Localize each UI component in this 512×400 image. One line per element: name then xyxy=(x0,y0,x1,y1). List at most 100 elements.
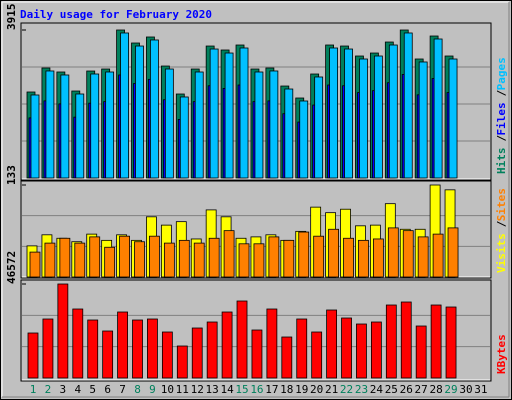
bar xyxy=(328,228,340,278)
bar xyxy=(27,332,39,379)
bar xyxy=(388,44,398,179)
bar xyxy=(341,317,352,379)
legend-entry: Sites xyxy=(495,188,508,221)
x-tick-label: 3 xyxy=(60,383,67,396)
bar xyxy=(147,318,158,379)
x-tick-label: 28 xyxy=(429,383,442,396)
bar xyxy=(403,32,413,179)
legend-entry: Visits xyxy=(495,233,508,273)
x-tick-label: 11 xyxy=(176,383,189,396)
bar xyxy=(209,48,219,179)
bar xyxy=(281,336,293,379)
bar xyxy=(72,308,84,379)
x-tick-label: 12 xyxy=(191,383,204,396)
bar xyxy=(372,238,384,278)
bar xyxy=(356,323,367,379)
bar xyxy=(402,230,414,278)
x-tick-label: 29 xyxy=(444,383,457,396)
bar xyxy=(387,227,399,278)
bar xyxy=(266,308,278,379)
bar xyxy=(359,58,368,179)
bar xyxy=(87,319,99,379)
bar xyxy=(59,237,71,278)
x-tick-label: 20 xyxy=(310,383,323,396)
bar xyxy=(313,235,325,278)
x-tick-label: 26 xyxy=(400,383,413,396)
bar xyxy=(296,318,308,379)
bar xyxy=(400,301,412,379)
bar xyxy=(105,71,115,179)
bar xyxy=(221,311,233,379)
x-tick-label: 4 xyxy=(74,383,81,396)
x-tick-label: 19 xyxy=(295,383,308,396)
bar xyxy=(236,300,248,379)
bar xyxy=(447,227,459,278)
bar xyxy=(29,251,41,278)
y-tick-label: 46572 xyxy=(5,251,18,284)
bar xyxy=(42,318,54,379)
bar xyxy=(164,68,174,179)
bar xyxy=(176,345,188,379)
bar xyxy=(448,58,458,179)
bar xyxy=(179,96,189,179)
bar xyxy=(90,73,100,179)
bar xyxy=(432,233,444,278)
x-tick-label: 31 xyxy=(474,383,487,396)
bar xyxy=(163,242,175,278)
bar xyxy=(194,71,204,179)
bar xyxy=(430,304,442,379)
bar xyxy=(161,331,173,379)
x-tick-label: 6 xyxy=(104,383,111,396)
bar xyxy=(299,100,309,179)
bar xyxy=(45,70,55,179)
bar xyxy=(193,242,205,278)
bar xyxy=(208,237,220,278)
bar xyxy=(418,61,428,179)
bar xyxy=(284,88,294,179)
bar xyxy=(178,239,190,278)
bar xyxy=(358,239,369,278)
x-tick-label: 1 xyxy=(30,383,37,396)
bar xyxy=(75,93,85,179)
x-tick-label: 24 xyxy=(370,383,384,396)
x-tick-label: 25 xyxy=(385,383,398,396)
legend-entry: Pages xyxy=(495,57,508,90)
bar xyxy=(343,237,354,278)
bar xyxy=(268,236,280,278)
bar xyxy=(385,304,397,379)
bar xyxy=(417,236,429,278)
legend-entry: KBytes xyxy=(495,334,508,374)
x-tick-label: 8 xyxy=(134,383,141,396)
bar xyxy=(415,325,427,379)
bar xyxy=(206,321,218,379)
legend-entry: Files xyxy=(495,102,508,135)
x-tick-label: 10 xyxy=(161,383,174,396)
bar xyxy=(132,319,143,379)
bar xyxy=(134,241,145,278)
bar xyxy=(120,32,129,179)
bar xyxy=(223,230,235,278)
x-tick-label: 30 xyxy=(459,383,472,396)
bar xyxy=(269,70,279,179)
bar xyxy=(238,243,250,278)
bar xyxy=(57,283,69,379)
bar xyxy=(89,236,101,278)
x-tick-label: 16 xyxy=(250,383,263,396)
legend-entry: Hits xyxy=(495,148,508,175)
bar xyxy=(135,45,144,179)
bar xyxy=(119,235,130,278)
bar xyxy=(298,231,310,278)
bar xyxy=(314,76,324,179)
x-tick-label: 21 xyxy=(325,383,338,396)
x-tick-label: 7 xyxy=(119,383,126,396)
legend-separator: / xyxy=(495,89,508,96)
bar xyxy=(373,55,383,179)
x-tick-label: 17 xyxy=(265,383,278,396)
bar xyxy=(224,52,234,179)
bar xyxy=(44,242,56,278)
y-tick-label: 3915 xyxy=(5,4,18,31)
bar xyxy=(150,39,159,179)
bar xyxy=(326,309,338,379)
bar xyxy=(74,242,86,278)
